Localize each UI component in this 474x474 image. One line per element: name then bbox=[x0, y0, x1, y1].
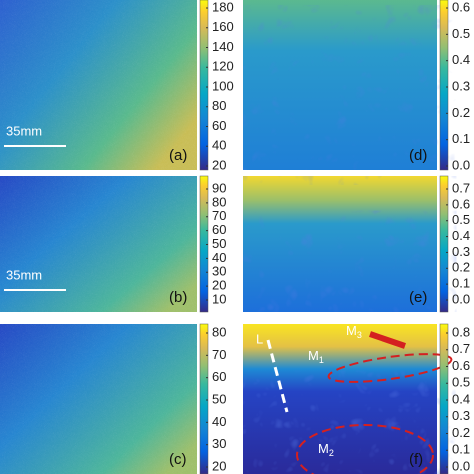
colorbar-tick-label: 80 bbox=[212, 194, 226, 209]
colorbar-tick-label: 0.0 bbox=[452, 157, 470, 172]
colorbar-tick-label: 90 bbox=[212, 180, 226, 195]
colorbar-tick-label: 20 bbox=[212, 458, 226, 473]
panel-label: (c) bbox=[169, 451, 187, 468]
colorbar-tick-label: 180 bbox=[212, 0, 234, 14]
annotation: L bbox=[256, 331, 263, 346]
scale-bar-label: 35mm bbox=[6, 123, 42, 138]
panel-label: (a) bbox=[169, 147, 187, 164]
colorbar bbox=[199, 0, 209, 171]
colorbar bbox=[439, 323, 449, 474]
colorbar-tick-label: 0.2 bbox=[452, 260, 470, 275]
colorbar-tick-label: 50 bbox=[212, 391, 226, 406]
colorbar-tick-label: 0.6 bbox=[452, 196, 470, 211]
colorbar-tick-label: 0.2 bbox=[452, 425, 470, 440]
colorbar-tick-label: 20 bbox=[212, 157, 226, 172]
colorbar-tick-label: 40 bbox=[212, 250, 226, 265]
colorbar-tick-label: 60 bbox=[212, 222, 226, 237]
colorbar-tick-label: 20 bbox=[212, 278, 226, 293]
scale-bar-label: 35mm bbox=[6, 267, 42, 282]
annotation: M3 bbox=[346, 323, 362, 340]
colorbar-tick-label: 0.7 bbox=[452, 341, 470, 356]
colorbar-tick-label: 80 bbox=[212, 98, 226, 113]
panel-label: (d) bbox=[409, 147, 427, 164]
colorbar-tick-label: 70 bbox=[212, 347, 226, 362]
colorbar-tick-label: 0.3 bbox=[452, 408, 470, 423]
colorbar-tick-label: 40 bbox=[212, 414, 226, 429]
colorbar-tick-label: 0.5 bbox=[452, 375, 470, 390]
colorbar-tick-label: 40 bbox=[212, 138, 226, 153]
colorbar bbox=[439, 175, 449, 313]
colorbar-tick-label: 0.4 bbox=[452, 391, 470, 406]
colorbar-tick-label: 50 bbox=[212, 236, 226, 251]
colorbar-tick-label: 70 bbox=[212, 208, 226, 223]
colorbar-tick-label: 0.8 bbox=[452, 324, 470, 339]
colorbar-tick-label: 0.3 bbox=[452, 244, 470, 259]
colorbar-tick-label: 0.5 bbox=[452, 212, 470, 227]
colorbar-tick-label: 0.0 bbox=[452, 291, 470, 306]
colorbar-tick-label: 0.1 bbox=[452, 276, 470, 291]
colorbar-tick-label: 0.4 bbox=[452, 228, 470, 243]
panel-label: (e) bbox=[409, 289, 427, 306]
colorbar-tick-label: 60 bbox=[212, 118, 226, 133]
colorbar-tick-label: 140 bbox=[212, 39, 234, 54]
annotation: M2 bbox=[318, 441, 334, 458]
colorbar-tick-label: 160 bbox=[212, 19, 234, 34]
colorbar-tick-label: 0.0 bbox=[452, 458, 470, 473]
panel-label: (b) bbox=[169, 289, 187, 306]
colorbar-tick-label: 60 bbox=[212, 369, 226, 384]
colorbar bbox=[199, 323, 209, 474]
colorbar-tick-label: 0.4 bbox=[452, 52, 470, 67]
colorbar-tick-label: 10 bbox=[212, 291, 226, 306]
colorbar-tick-label: 0.2 bbox=[452, 105, 470, 120]
colorbar-tick-label: 0.6 bbox=[452, 0, 470, 14]
colorbar-tick-label: 0.7 bbox=[452, 180, 470, 195]
colorbar-tick-label: 0.3 bbox=[452, 78, 470, 93]
colorbar-tick-label: 0.1 bbox=[452, 442, 470, 457]
colorbar-tick-label: 0.1 bbox=[452, 131, 470, 146]
colorbar-tick-label: 120 bbox=[212, 59, 234, 74]
colorbar-tick-label: 30 bbox=[212, 264, 226, 279]
panel-label: (f) bbox=[409, 451, 423, 468]
colorbar-tick-label: 100 bbox=[212, 78, 234, 93]
colorbar bbox=[439, 0, 449, 171]
colorbar-tick-label: 80 bbox=[212, 324, 226, 339]
colorbar-tick-label: 0.5 bbox=[452, 26, 470, 41]
annotation: M1 bbox=[308, 348, 324, 365]
colorbar-tick-label: 0.6 bbox=[452, 358, 470, 373]
colorbar-tick-label: 30 bbox=[212, 436, 226, 451]
